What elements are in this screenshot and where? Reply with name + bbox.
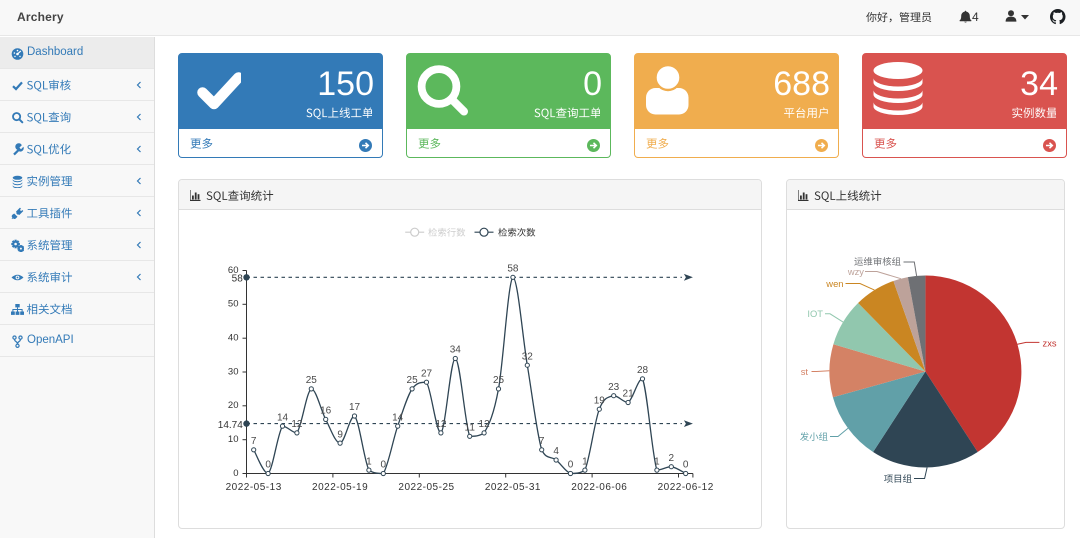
svg-text:32: 32 [522, 351, 534, 362]
svg-text:23: 23 [608, 382, 620, 393]
svg-text:58: 58 [507, 264, 519, 275]
svg-text:27: 27 [421, 368, 433, 379]
svg-text:12: 12 [479, 419, 491, 430]
svg-text:1: 1 [582, 456, 588, 467]
svg-text:2022-05-19: 2022-05-19 [312, 482, 368, 493]
svg-text:0: 0 [265, 460, 271, 471]
svg-text:0: 0 [381, 460, 387, 471]
svg-text:10: 10 [228, 434, 239, 445]
svg-text:14: 14 [392, 412, 404, 423]
svg-text:0: 0 [568, 460, 574, 471]
svg-text:2022-05-25: 2022-05-25 [398, 482, 454, 493]
svg-text:21: 21 [623, 389, 635, 400]
svg-text:7: 7 [539, 436, 545, 447]
svg-text:34: 34 [450, 345, 462, 356]
svg-text:zxs: zxs [1043, 337, 1057, 348]
svg-text:25: 25 [306, 375, 318, 386]
svg-text:wzy: wzy [847, 266, 864, 277]
svg-text:7: 7 [251, 436, 257, 447]
svg-text:2: 2 [669, 453, 675, 464]
svg-text:1: 1 [654, 456, 660, 467]
svg-text:2022-05-31: 2022-05-31 [485, 482, 541, 493]
svg-text:wen: wen [825, 278, 843, 289]
svg-text:16: 16 [320, 406, 332, 417]
svg-text:0: 0 [233, 468, 238, 479]
svg-text:11: 11 [465, 423, 476, 434]
svg-text:0: 0 [683, 460, 689, 471]
svg-text:2022-06-12: 2022-06-12 [658, 482, 714, 493]
svg-text:28: 28 [637, 365, 649, 376]
svg-text:25: 25 [407, 375, 419, 386]
svg-text:40: 40 [228, 333, 239, 344]
svg-text:1: 1 [366, 456, 372, 467]
svg-text:st: st [801, 366, 809, 377]
svg-text:20: 20 [228, 400, 239, 411]
svg-text:58: 58 [232, 274, 244, 285]
svg-text:2022-05-13: 2022-05-13 [226, 482, 282, 493]
svg-text:2022-06-06: 2022-06-06 [571, 482, 627, 493]
svg-text:60: 60 [228, 265, 239, 276]
svg-text:50: 50 [228, 299, 239, 310]
svg-text:14.74: 14.74 [218, 420, 243, 431]
svg-text:17: 17 [349, 402, 361, 413]
svg-text:12: 12 [291, 419, 303, 430]
svg-text:9: 9 [337, 429, 343, 440]
svg-text:30: 30 [228, 366, 239, 377]
svg-text:14: 14 [277, 412, 289, 423]
svg-text:4: 4 [553, 446, 559, 457]
svg-text:12: 12 [435, 419, 447, 430]
svg-text:25: 25 [493, 375, 505, 386]
svg-text:19: 19 [594, 395, 606, 406]
svg-text:IOT: IOT [807, 308, 823, 319]
